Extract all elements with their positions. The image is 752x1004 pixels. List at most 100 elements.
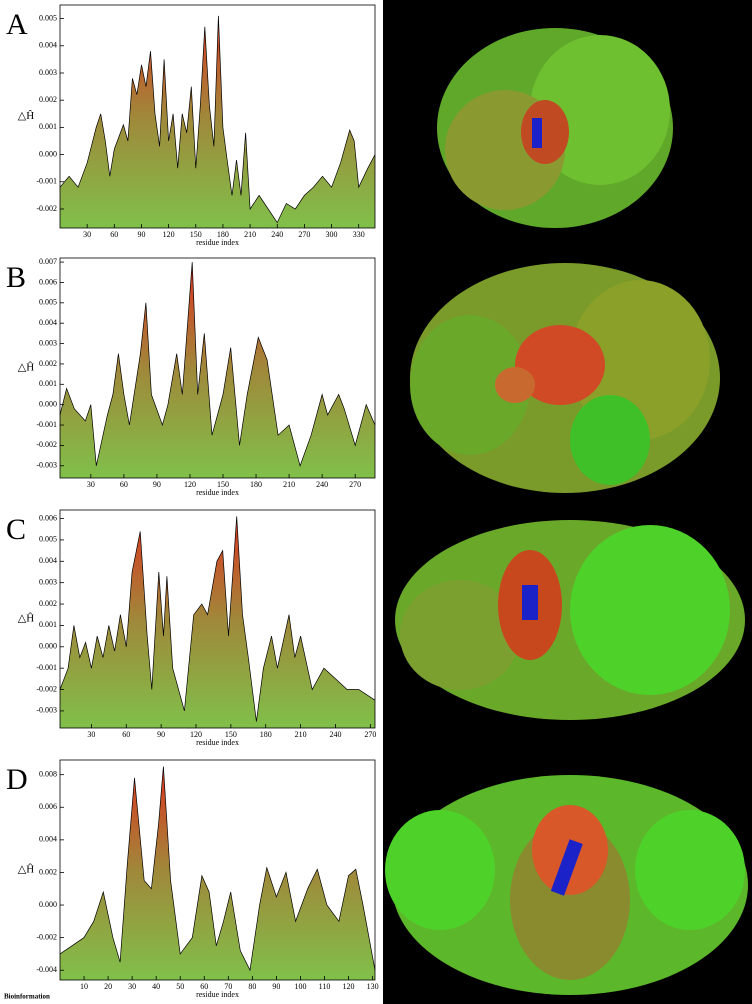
y-tick-label: 0.006 [39,277,57,286]
area [60,262,375,478]
x-tick-label: 150 [225,730,237,739]
y-tick-label: 0.003 [39,68,57,77]
x-tick-label: 210 [283,480,295,489]
area-outline [59,262,376,467]
x-axis-label: residue index [196,488,239,497]
area-outline [59,766,376,972]
y-tick-label: 0.001 [39,379,57,388]
y-tick-label: 0.003 [39,338,57,347]
plot-frame [59,4,376,229]
plot-frame [59,759,376,981]
protein-a [437,28,673,228]
y-axis-label: △Ĥ [18,864,34,876]
y-tick-label: 0.004 [39,318,57,327]
y-tick-label: -0.002 [36,932,57,941]
y-tick-label: 0.002 [39,867,57,876]
x-tick-label: 30 [83,230,91,239]
y-tick-label: 0.002 [39,359,57,368]
x-tick-label: 300 [326,230,338,239]
area-outline [59,15,376,224]
y-tick-label: 0.006 [39,513,57,522]
x-tick-label: 150 [190,230,202,239]
y-tick-label: -0.003 [36,706,57,715]
x-tick-label: 80 [248,982,256,991]
y-tick-label: 0.004 [39,835,57,844]
x-tick-label: 60 [200,982,208,991]
x-tick-label: 30 [87,480,95,489]
y-axis-label: △Ĥ [18,613,34,625]
y-tick-label: -0.002 [36,440,57,449]
y-tick-label: -0.002 [36,684,57,693]
footer: Bioinformation [4,993,50,1001]
y-tick-label: 0.002 [39,599,57,608]
y-tick-label: 0.001 [39,122,57,131]
x-tick-label: 240 [316,480,328,489]
y-tick-label: 0.008 [39,769,57,778]
panel-label: A [6,8,28,41]
y-tick-label: 0.005 [39,13,57,22]
y-tick-label: 0.003 [39,577,57,586]
x-tick-label: 130 [367,982,379,991]
x-tick-label: 20 [104,982,112,991]
y-tick-label: 0.000 [39,642,57,651]
y-tick-label: -0.001 [36,663,57,672]
x-tick-label: 330 [353,230,365,239]
area [60,15,375,229]
y-axis-label: △Ĥ [18,362,34,374]
protein-c [395,520,745,720]
x-tick-label: 30 [87,730,95,739]
x-tick-label: 120 [184,480,196,489]
area-outline [59,516,376,722]
y-tick-label: 0.000 [39,149,57,158]
x-tick-label: 270 [364,730,376,739]
x-tick-label: 60 [120,480,128,489]
y-axis-label: △Ĥ [18,110,34,122]
x-tick-label: 180 [250,480,262,489]
x-tick-label: 10 [80,982,88,991]
x-tick-label: 240 [271,230,283,239]
y-tick-label: 0.005 [39,535,57,544]
y-tick-label: 0.001 [39,620,57,629]
x-tick-label: 90 [272,982,280,991]
x-tick-label: 110 [319,982,331,991]
x-tick-label: 90 [157,730,165,739]
x-tick-label: 120 [343,982,355,991]
y-tick-label: 0.007 [39,257,57,266]
x-tick-label: 270 [298,230,310,239]
y-tick-label: 0.005 [39,298,57,307]
plot-frame [59,509,376,729]
x-tick-label: 40 [152,982,160,991]
protein-b [410,263,720,493]
y-tick-label: 0.000 [39,399,57,408]
x-tick-label: 90 [137,230,145,239]
y-tick-label: -0.001 [36,177,57,186]
x-tick-label: 120 [163,230,175,239]
x-tick-label: 270 [349,480,361,489]
x-tick-label: 240 [329,730,341,739]
x-tick-label: 150 [217,480,229,489]
x-tick-label: 120 [190,730,202,739]
x-tick-label: 60 [110,230,118,239]
x-tick-label: 70 [224,982,232,991]
y-tick-label: 0.000 [39,900,57,909]
x-tick-label: 210 [295,730,307,739]
area [60,516,375,728]
x-tick-label: 30 [128,982,136,991]
x-tick-label: 210 [244,230,256,239]
x-axis-label: residue index [196,990,239,999]
y-tick-label: -0.001 [36,420,57,429]
panel-label: D [6,763,28,796]
protein-d [385,775,748,995]
y-tick-label: 0.002 [39,95,57,104]
x-axis-label: residue index [196,238,239,247]
x-tick-label: 180 [260,730,272,739]
y-tick-label: -0.004 [36,965,57,974]
x-axis-label: residue index [196,738,239,747]
y-tick-label: 0.006 [39,802,57,811]
area [60,766,375,980]
x-tick-label: 180 [217,230,229,239]
y-tick-label: 0.004 [39,41,57,50]
panel-label: B [6,261,26,294]
y-tick-label: 0.004 [39,556,57,565]
